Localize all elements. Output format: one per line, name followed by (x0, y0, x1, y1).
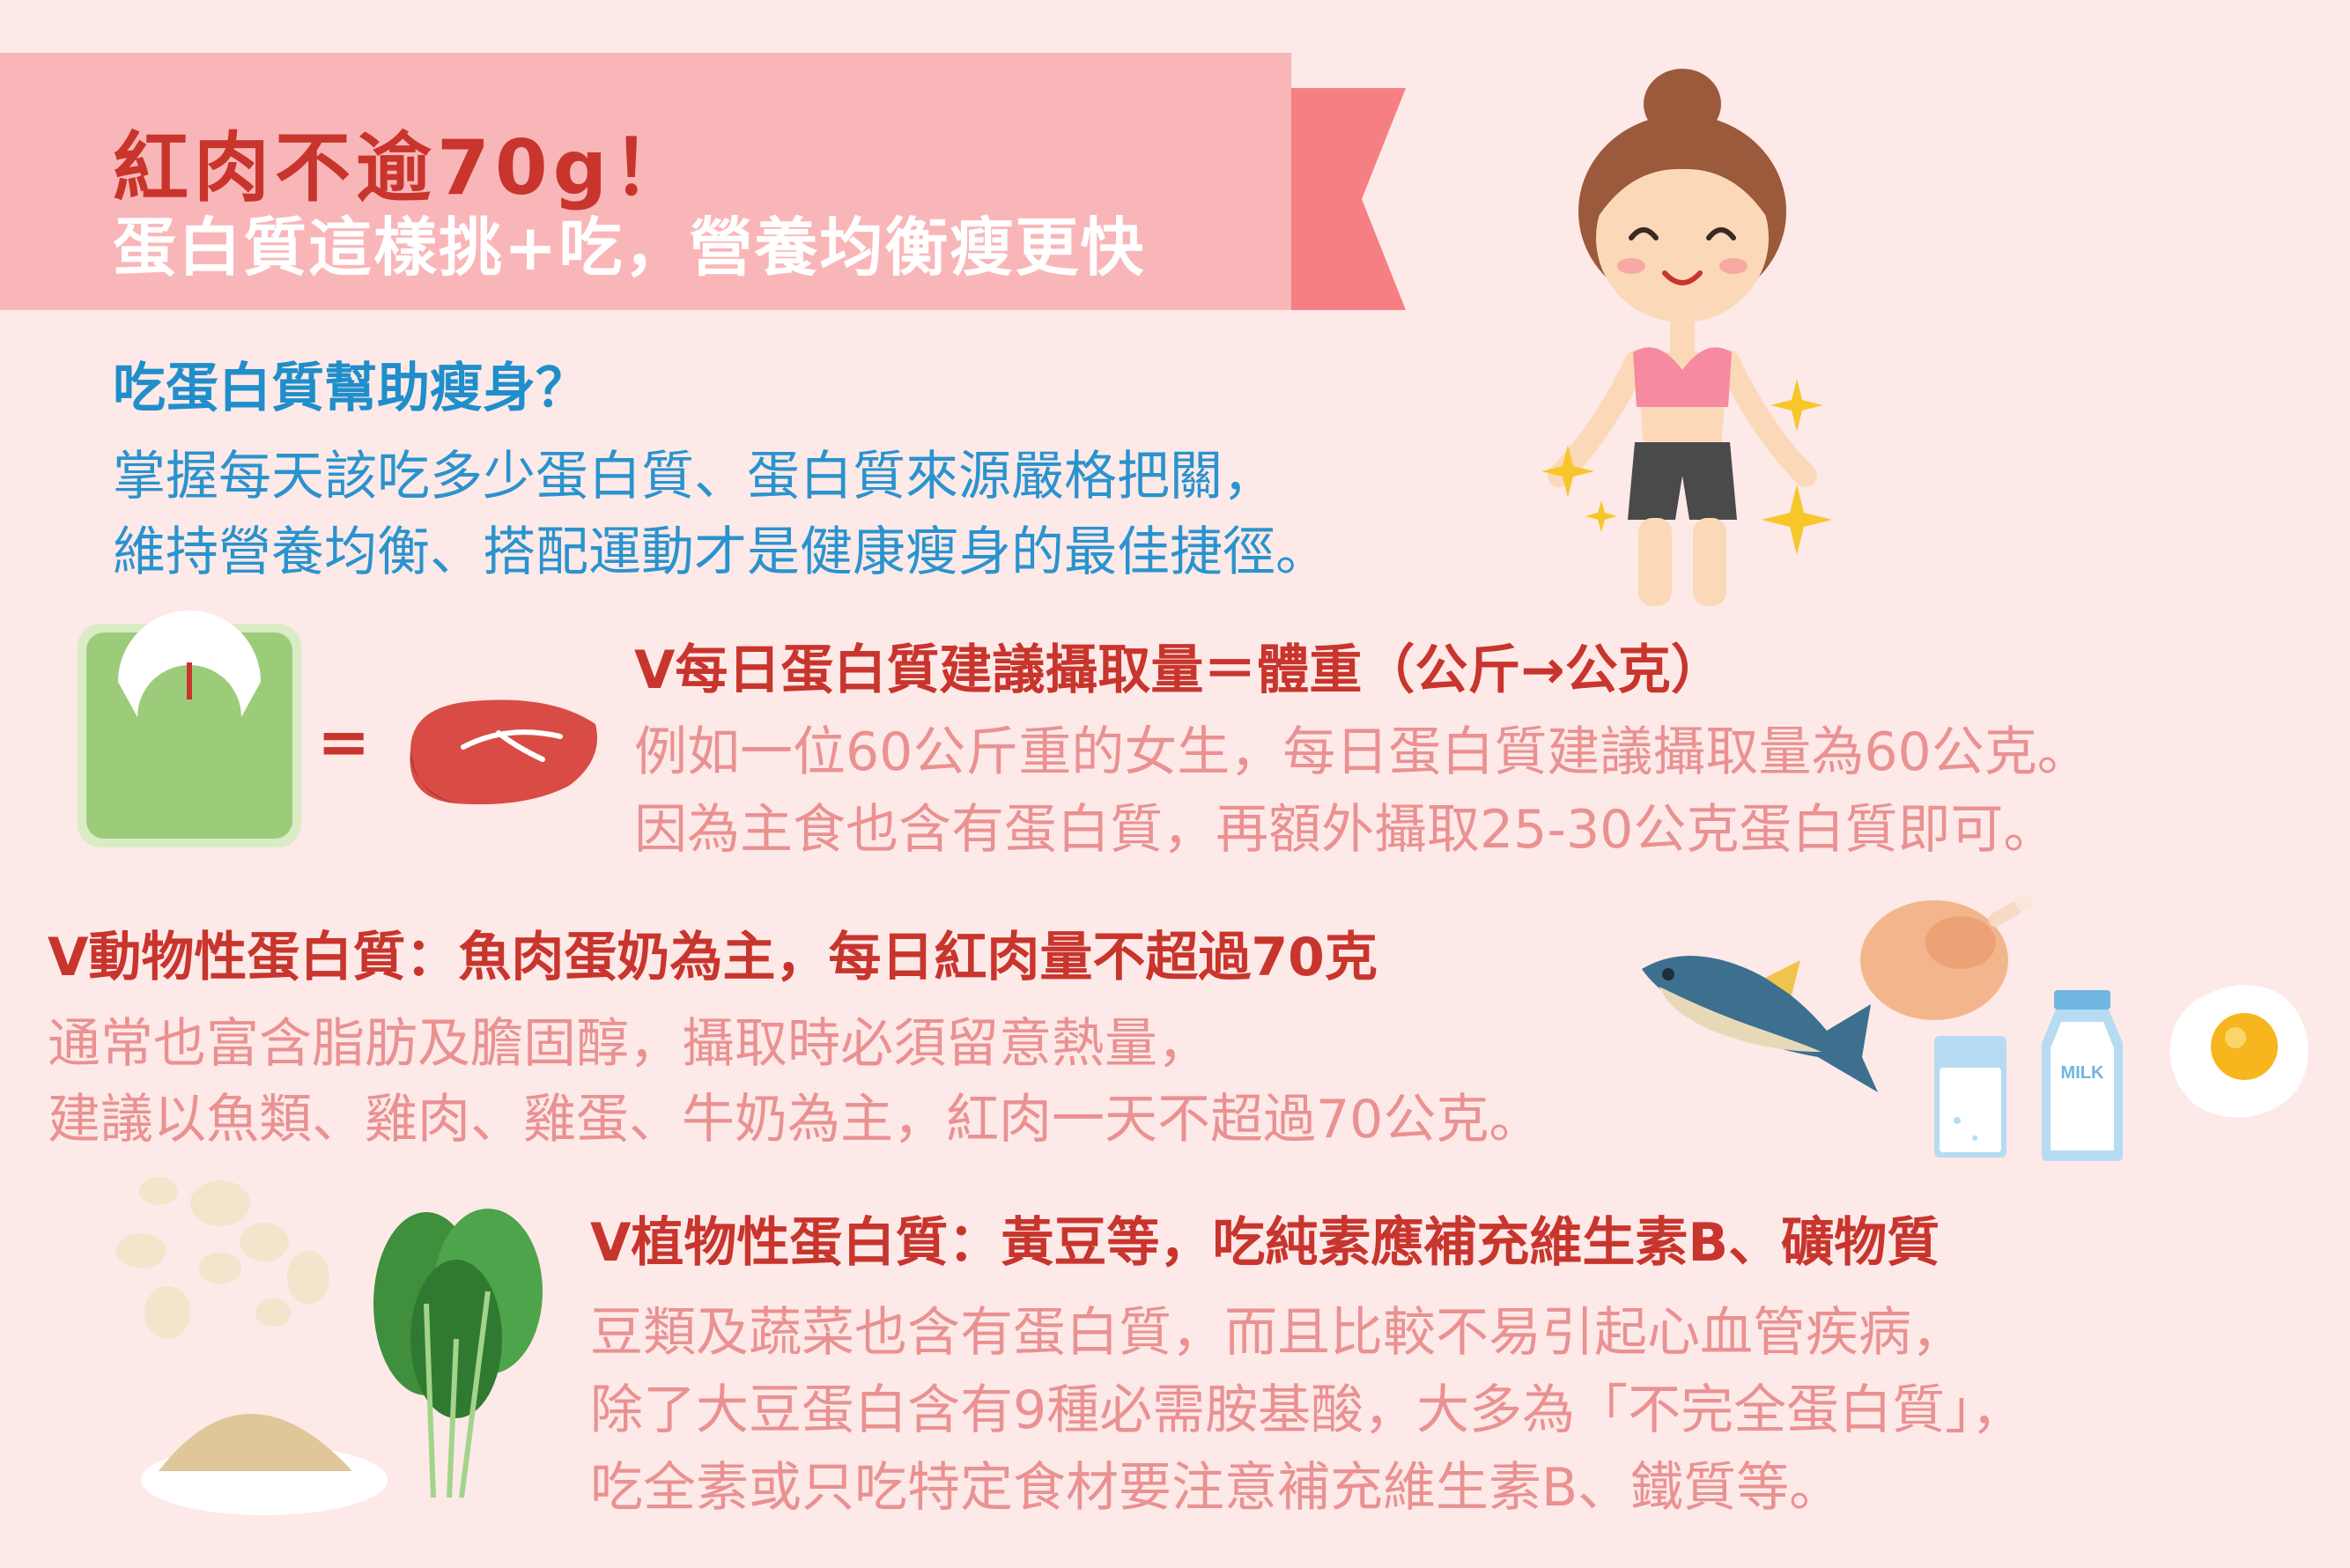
equals-sign: = (317, 705, 371, 779)
spinach-icon (373, 1209, 543, 1498)
sparkle-icon (1762, 484, 1832, 555)
intro-line: 維持營養均衡、搭配運動才是健康瘦身的最佳捷徑。 (113, 521, 1328, 583)
beans-icon (116, 1177, 388, 1515)
plant-line: 除了大豆蛋白含有9種必需胺基酸，大多為「不完全蛋白質」， (590, 1379, 2025, 1441)
scale-icon (78, 610, 301, 847)
title-banner (0, 53, 1291, 310)
chicken-icon (1860, 893, 2033, 1020)
daily-line: 例如一位60公斤重的女生，每日蛋白質建議攝取量為60公克。 (634, 721, 2090, 783)
intro-heading: 吃蛋白質幫助瘦身？ (113, 358, 588, 419)
fish-icon (1642, 956, 1878, 1092)
animal-line: 通常也富含脂肪及膽固醇，攝取時必須留意熱量， (48, 1013, 1210, 1075)
animal-heading: V動物性蛋白質：魚肉蛋奶為主，每日紅肉量不超過70克 (48, 927, 1378, 988)
daily-heading: V每日蛋白質建議攝取量＝體重（公斤→公克） (634, 640, 1724, 701)
milk-bottle-icon: MILK (2042, 990, 2123, 1161)
page-subtitle: 蛋白質這樣挑+吃，營養均衡瘦更快 (113, 211, 1146, 285)
milk-label: MILK (2061, 1063, 2104, 1083)
daily-line: 因為主食也含有蛋白質，再額外攝取25-30公克蛋白質即可。 (634, 799, 2057, 861)
plant-heading: V植物性蛋白質：黃豆等，吃純素應補充維生素B、礦物質 (590, 1212, 1940, 1274)
milk-glass-icon (1934, 1036, 2006, 1158)
steak-icon (410, 699, 597, 805)
plant-line: 豆類及蔬菜也含有蛋白質，而且比較不易引起心血管疾病， (590, 1302, 1964, 1364)
egg-icon (2169, 984, 2309, 1118)
sparkle-icon (1541, 445, 1594, 498)
banner-ribbon-tail (1291, 88, 1406, 310)
intro-line: 掌握每天該吃多少蛋白質、蛋白質來源嚴格把關， (113, 446, 1275, 507)
sparkle-icon (1585, 500, 1617, 532)
plant-line: 吃全素或只吃特定食材要注意補充維生素B、鐵質等。 (590, 1457, 1843, 1519)
page-title: 紅肉不逾70g！ (113, 124, 694, 212)
animal-line: 建議以魚類、雞肉、雞蛋、牛奶為主，紅肉一天不超過70公克。 (48, 1089, 1542, 1150)
sparkle-icon (1770, 379, 1823, 432)
